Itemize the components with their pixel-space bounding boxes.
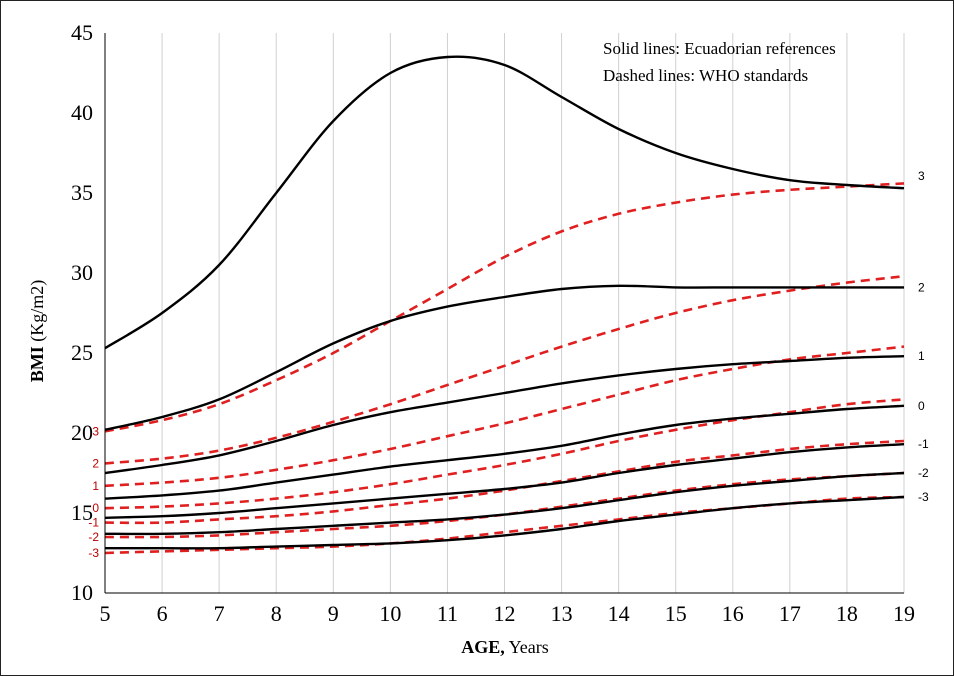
x-tick-label: 5 bbox=[100, 601, 111, 626]
y-tick-label: 45 bbox=[71, 20, 93, 45]
y-tick-label: 30 bbox=[71, 260, 93, 285]
x-tick-label: 17 bbox=[779, 601, 801, 626]
axes bbox=[104, 33, 904, 594]
legend: Solid lines: Ecuadorian references Dashe… bbox=[603, 39, 836, 85]
ecuadorian-series-label: 2 bbox=[918, 280, 925, 294]
x-tick-label: 13 bbox=[551, 601, 573, 626]
who-series-label: 1 bbox=[92, 479, 99, 493]
x-tick-label: 15 bbox=[665, 601, 687, 626]
ecuadorian-line-z3 bbox=[104, 55, 905, 350]
ecuadorian-series-label: -3 bbox=[918, 490, 929, 504]
ecuadorian-line-zminus2 bbox=[104, 471, 905, 536]
x-tick-label: 6 bbox=[157, 601, 168, 626]
who-series-label: -3 bbox=[88, 546, 99, 560]
x-axis-title: AGE, Years bbox=[461, 637, 549, 657]
tick-labels: 5 6 7 8 9 10 11 12 13 14 15 16 17 18 19101520253035404… bbox=[71, 20, 915, 626]
who-line-z2 bbox=[104, 274, 905, 465]
ecuadorian-line-zminus3 bbox=[105, 495, 905, 550]
ecuadorian-series-label: -1 bbox=[918, 437, 929, 451]
legend-entry-solid: Solid lines: Ecuadorian references bbox=[603, 39, 836, 58]
x-tick-label: 9 bbox=[328, 601, 339, 626]
series-lines bbox=[104, 55, 905, 555]
x-tick-label: 11 bbox=[437, 601, 458, 626]
x-tick-label: 7 bbox=[214, 601, 225, 626]
legend-entry-dashed: Dashed lines: WHO standards bbox=[603, 66, 808, 85]
ecuadorian-line-zminus1 bbox=[104, 443, 905, 519]
y-tick-label: 40 bbox=[71, 100, 93, 125]
who-series-label: 3 bbox=[92, 424, 99, 438]
ecuadorian-line-z2 bbox=[104, 284, 904, 431]
who-series-label: -1 bbox=[88, 516, 99, 530]
who-series-label: 2 bbox=[92, 456, 99, 470]
who-series-label: 0 bbox=[92, 501, 99, 515]
ecuadorian-series-label: -2 bbox=[918, 466, 929, 480]
y-tick-label: 25 bbox=[71, 340, 93, 365]
x-tick-label: 16 bbox=[722, 601, 744, 626]
ecuadorian-line-z1 bbox=[104, 355, 905, 475]
ecuadorian-series-label: 1 bbox=[918, 349, 925, 363]
y-tick-label: 10 bbox=[71, 580, 93, 605]
who-line-z3 bbox=[104, 182, 905, 433]
ecuadorian-series-label: 0 bbox=[918, 399, 925, 413]
y-tick-label: 35 bbox=[71, 180, 93, 205]
who-series-label: -2 bbox=[88, 530, 99, 544]
x-tick-label: 14 bbox=[608, 601, 630, 626]
y-tick-label: 20 bbox=[71, 420, 93, 445]
x-tick-label: 8 bbox=[271, 601, 282, 626]
y-tick-label: 15 bbox=[71, 500, 93, 525]
ecuadorian-series-label: 3 bbox=[918, 169, 925, 183]
x-tick-label: 18 bbox=[836, 601, 858, 626]
y-axis-title: BMI (Kg/m2) bbox=[27, 280, 48, 383]
ecuadorian-line-z0 bbox=[104, 404, 905, 500]
x-tick-label: 10 bbox=[379, 601, 401, 626]
x-tick-label: 12 bbox=[494, 601, 516, 626]
x-tick-label: 19 bbox=[893, 601, 915, 626]
